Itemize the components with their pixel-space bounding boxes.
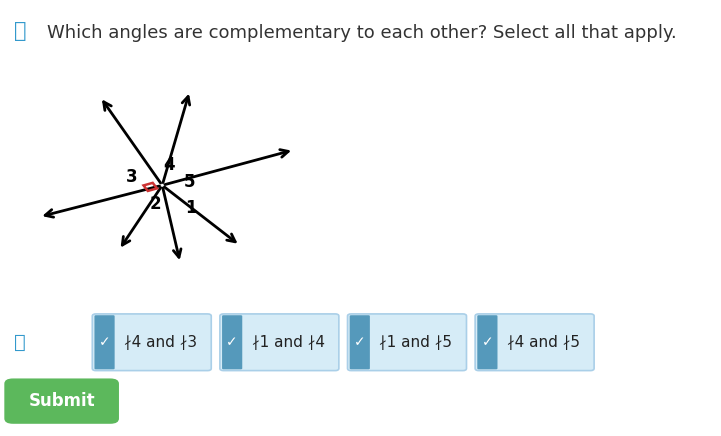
FancyBboxPatch shape [92,314,211,371]
Text: 1: 1 [185,199,197,217]
Text: 2: 2 [149,194,161,213]
Text: ✓: ✓ [99,335,110,349]
Text: 5: 5 [184,173,195,191]
FancyBboxPatch shape [94,315,115,369]
FancyBboxPatch shape [222,315,242,369]
Text: ∤4 and ∤5: ∤4 and ∤5 [507,335,580,350]
Text: ∤1 and ∤5: ∤1 and ∤5 [379,335,452,350]
Text: ∤1 and ∤4: ∤1 and ∤4 [252,335,324,350]
Text: ✓: ✓ [482,335,493,349]
Text: ✓: ✓ [354,335,366,349]
Text: 🔊: 🔊 [14,333,26,352]
Text: Which angles are complementary to each other? Select all that apply.: Which angles are complementary to each o… [47,24,676,42]
FancyBboxPatch shape [477,315,497,369]
FancyBboxPatch shape [475,314,594,371]
Text: Submit: Submit [28,392,95,410]
Text: 3: 3 [126,167,138,186]
FancyBboxPatch shape [4,378,119,424]
FancyBboxPatch shape [350,315,370,369]
Text: 🔊: 🔊 [14,20,27,41]
Text: ∤4 and ∤3: ∤4 and ∤3 [124,335,197,350]
Text: 4: 4 [164,156,175,174]
FancyBboxPatch shape [348,314,466,371]
FancyBboxPatch shape [220,314,339,371]
Text: ✓: ✓ [226,335,238,349]
